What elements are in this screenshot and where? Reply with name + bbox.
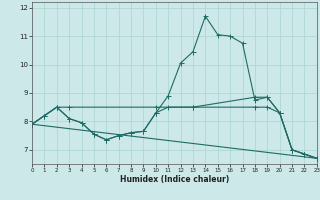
X-axis label: Humidex (Indice chaleur): Humidex (Indice chaleur) [120, 175, 229, 184]
